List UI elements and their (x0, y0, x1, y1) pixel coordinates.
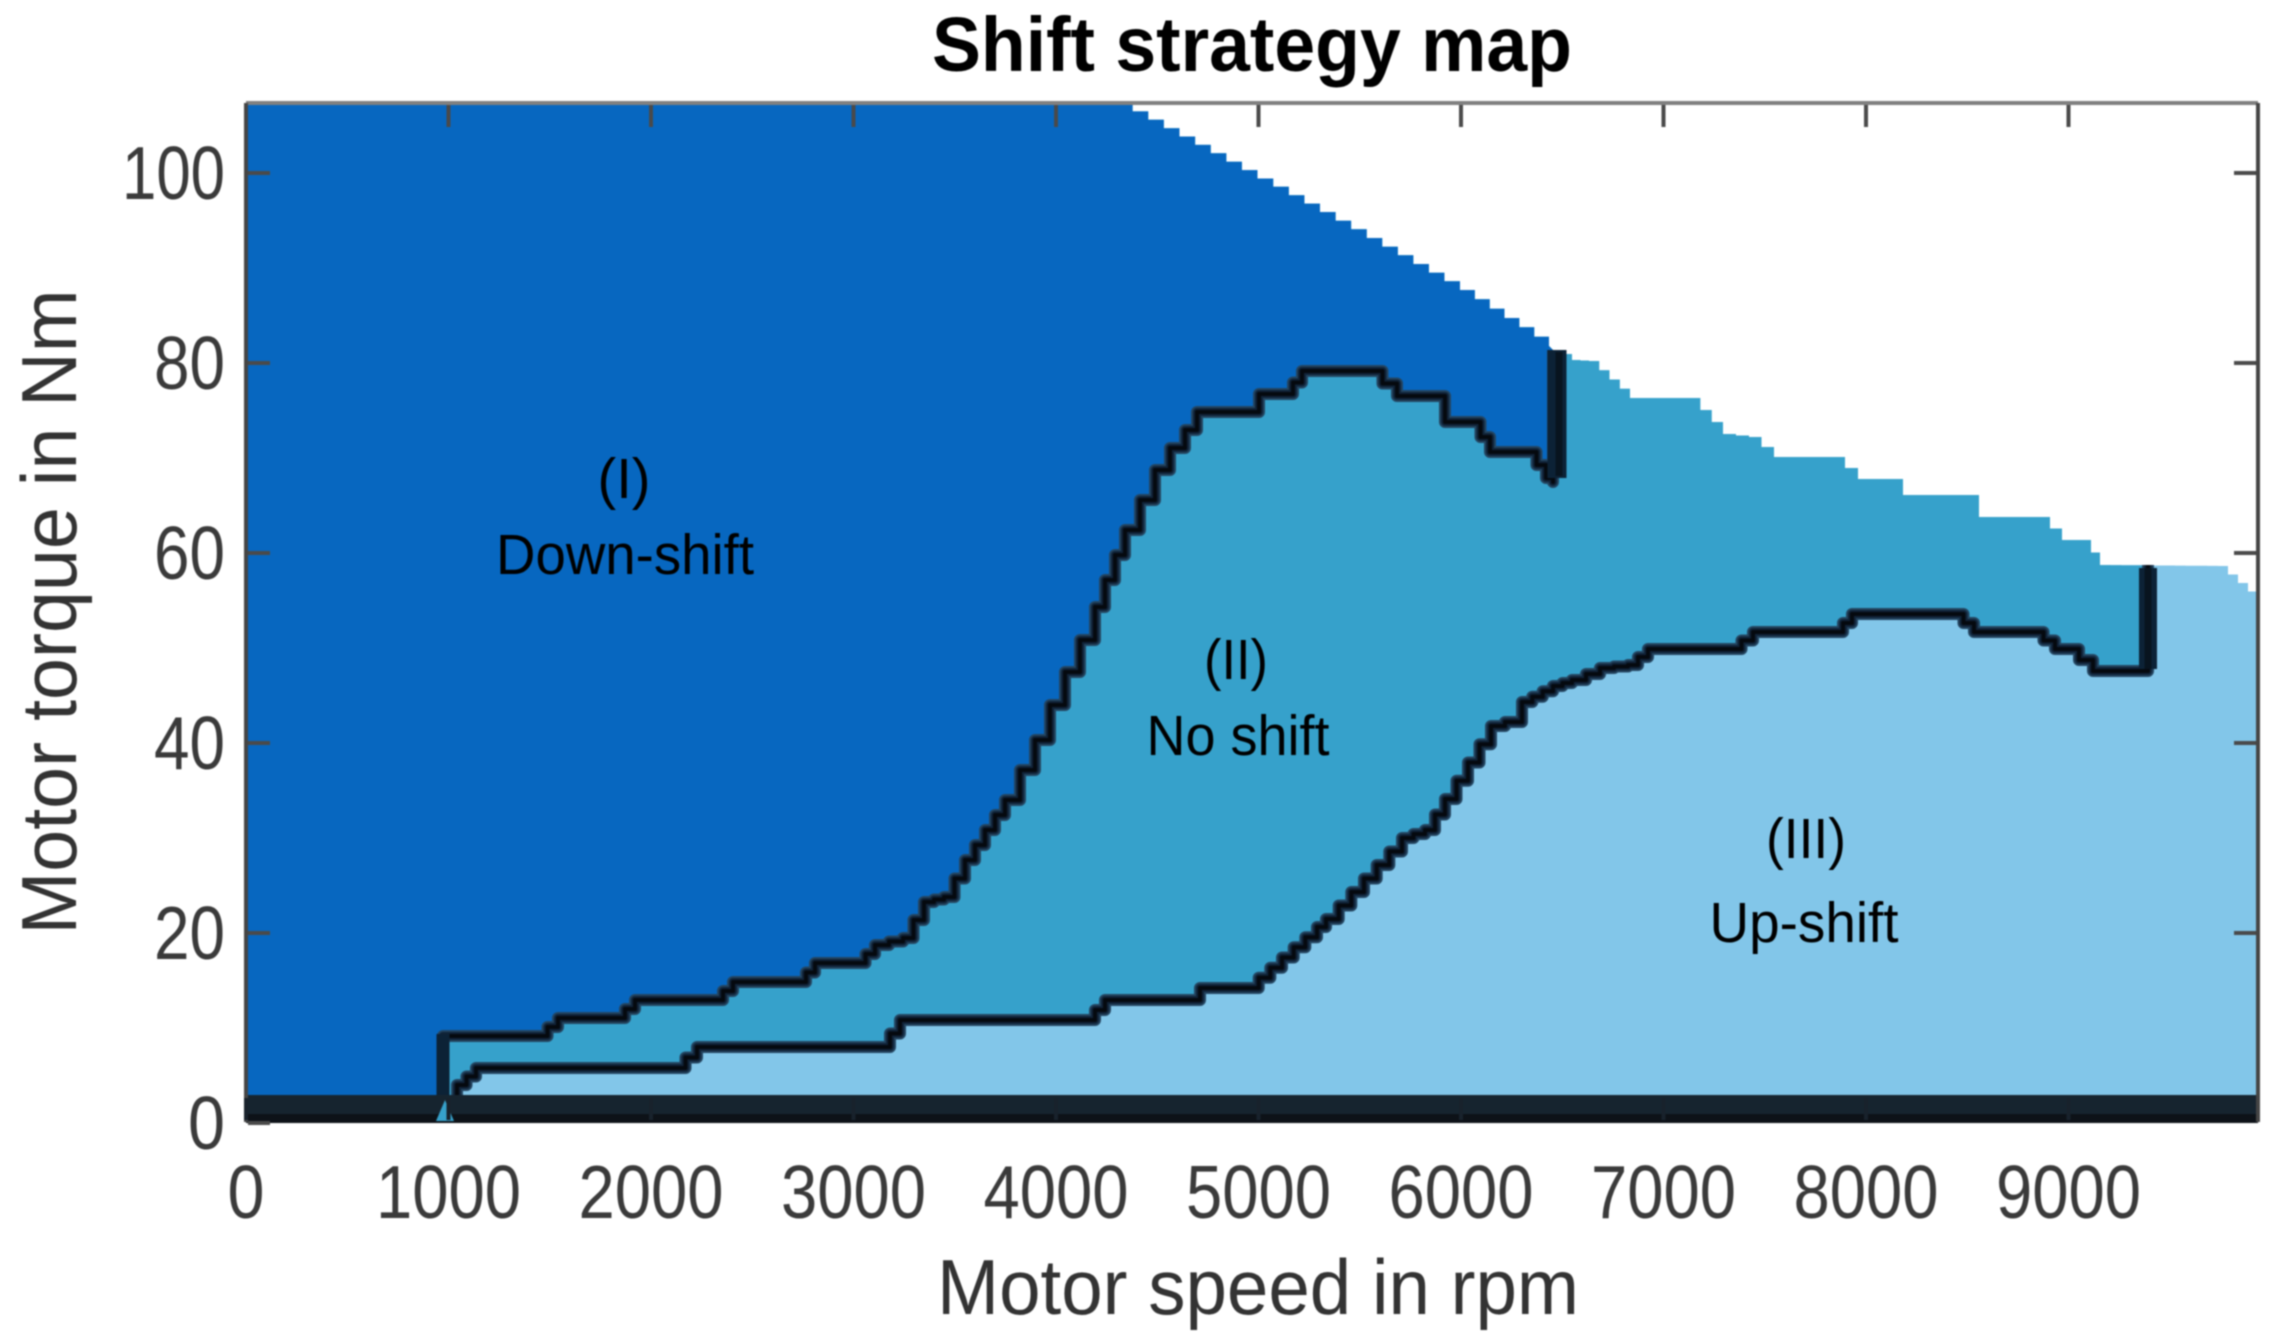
svg-text:60: 60 (154, 511, 225, 595)
svg-text:2000: 2000 (579, 1150, 724, 1234)
svg-text:Motor torque in Nm: Motor torque in Nm (5, 290, 93, 935)
svg-text:8000: 8000 (1794, 1150, 1939, 1234)
svg-text:1000: 1000 (376, 1150, 521, 1234)
svg-text:Down-shift: Down-shift (496, 523, 754, 587)
svg-text:No shift: No shift (1147, 704, 1330, 768)
svg-text:5000: 5000 (1186, 1150, 1331, 1234)
svg-text:9000: 9000 (1996, 1150, 2141, 1234)
svg-text:(III): (III) (1766, 807, 1846, 871)
svg-text:7000: 7000 (1591, 1150, 1736, 1234)
svg-text:0: 0 (228, 1150, 265, 1234)
svg-text:Motor speed in rpm: Motor speed in rpm (937, 1243, 1579, 1331)
svg-text:(I): (I) (598, 447, 651, 511)
svg-text:3000: 3000 (781, 1150, 926, 1234)
svg-text:0: 0 (188, 1081, 225, 1165)
svg-text:80: 80 (154, 321, 225, 405)
svg-text:20: 20 (154, 891, 225, 975)
svg-text:Shift strategy map: Shift strategy map (932, 2, 1572, 88)
svg-text:6000: 6000 (1389, 1150, 1534, 1234)
svg-text:(II): (II) (1204, 628, 1268, 692)
svg-text:100: 100 (122, 131, 225, 215)
svg-text:4000: 4000 (984, 1150, 1129, 1234)
svg-text:40: 40 (154, 701, 225, 785)
svg-text:Up-shift: Up-shift (1710, 891, 1899, 955)
